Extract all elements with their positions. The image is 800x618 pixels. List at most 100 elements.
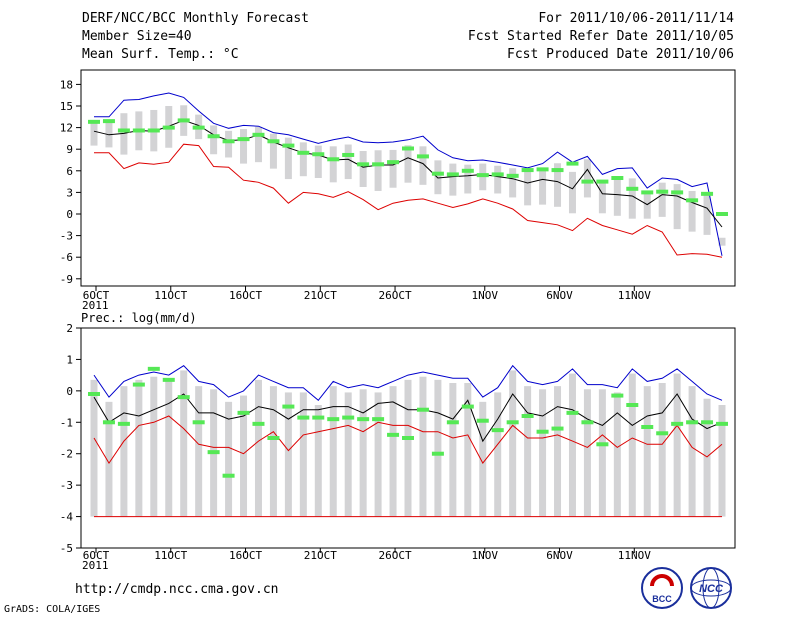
- panel2-observed-marker: [566, 410, 579, 415]
- panel1-ytick-label: -3: [60, 230, 73, 243]
- panel2-spread-box: [165, 379, 173, 517]
- panel1-max-line: [94, 92, 723, 256]
- panel2-observed-marker: [117, 421, 130, 426]
- panel1-spread-box: [344, 144, 352, 180]
- panel2-ytick-label: 0: [66, 385, 73, 398]
- panel2-observed-marker: [177, 395, 190, 400]
- panel1-xtick-label: 6OCT: [83, 289, 110, 302]
- panel2-min-line: [93, 415, 723, 465]
- panel2-observed-marker: [536, 429, 549, 434]
- panel2-title: Prec.: log(mm/d): [81, 311, 197, 325]
- panel1-observed-marker: [252, 132, 265, 137]
- panel1-ytick-label: 0: [66, 208, 73, 221]
- panel2-spread-box: [419, 376, 427, 517]
- panel2-spread-box: [105, 401, 113, 517]
- panel2-observed-marker: [402, 436, 414, 440]
- panel2-spread-box: [404, 379, 412, 517]
- panel2-xtick-label: 6NOV: [546, 549, 573, 562]
- panel1-observed-marker: [581, 179, 594, 184]
- panel1-ytick-label: 6: [66, 165, 73, 178]
- panel2-spread-box: [583, 389, 591, 517]
- panel1-ytick-label: -6: [60, 251, 73, 264]
- panel2-observed-marker: [686, 420, 699, 425]
- panel1-ytick-label: 12: [60, 122, 73, 135]
- panel2-ytick-label: -3: [60, 479, 73, 492]
- panel1-spread-box: [583, 159, 591, 198]
- panel2-mean-line: [93, 393, 723, 443]
- panel2-observed-marker: [626, 403, 639, 407]
- panel2-observed-marker: [387, 432, 400, 437]
- panel2-observed-marker: [88, 392, 100, 396]
- panel1-spread-box: [718, 237, 726, 246]
- panel2-spread-box: [554, 386, 562, 517]
- panel2-observed-marker: [327, 417, 340, 422]
- panel1-spread-box: [524, 171, 532, 206]
- panel1-observed-marker: [102, 119, 115, 124]
- panel2-spread-box: [703, 398, 711, 517]
- panel1-spread-box: [389, 149, 397, 188]
- bcc-logo-text: BCC: [652, 594, 672, 604]
- panel1-observed-marker: [192, 125, 205, 130]
- panel1-spread-box: [269, 133, 277, 169]
- panel1-xtick-label: 11OCT: [154, 289, 187, 302]
- panel2-spread-box: [195, 386, 203, 517]
- panel2-ytick-label: -4: [60, 511, 74, 524]
- panel1-observed-marker: [461, 168, 474, 173]
- panel1-spread-box: [374, 150, 382, 191]
- forecast-period: For 2011/10/06-2011/11/14: [538, 11, 734, 26]
- panel1-observed-marker: [282, 143, 295, 148]
- panel2-xtick-label: 21OCT: [304, 549, 337, 562]
- panel1-xtick-label: 21OCT: [304, 289, 337, 302]
- panel1-observed-marker: [222, 139, 235, 144]
- panel1-observed-marker: [342, 152, 355, 157]
- panel1-observed-marker: [327, 157, 340, 162]
- panel2-spread-box: [150, 376, 158, 517]
- panel1-observed-marker: [357, 162, 370, 167]
- panel2-xtick-label: 16OCT: [229, 549, 262, 562]
- panel2-ytick-label: 1: [66, 353, 73, 366]
- panel1-observed-marker: [491, 172, 504, 177]
- panel1-spread-box: [254, 126, 262, 163]
- panel2-spread-box: [509, 370, 517, 517]
- panel2-spread-box: [479, 401, 487, 517]
- panel1-spread-box: [613, 178, 621, 216]
- panel2-observed-marker: [491, 428, 504, 433]
- panel1-observed-marker: [551, 168, 564, 173]
- panel2-observed-marker: [581, 420, 594, 425]
- panel1-mean-line: [93, 119, 723, 228]
- panel2-observed-marker: [342, 415, 355, 420]
- panel2-observed-marker: [671, 421, 684, 426]
- source-url[interactable]: http://cmdp.ncc.cma.gov.cn: [75, 582, 279, 597]
- panel2-xtick-label: 11OCT: [154, 549, 187, 562]
- panel1-spread-box: [449, 163, 457, 196]
- grads-credit: GrADS: COLA/IGES: [4, 604, 101, 615]
- panel2-spread-box: [90, 379, 98, 517]
- started-refer-date: Fcst Started Refer Date 2011/10/05: [467, 29, 734, 44]
- panel1-spread-box: [90, 120, 98, 146]
- panel2-observed-marker: [596, 442, 609, 447]
- panel2-spread-box: [598, 389, 606, 517]
- panel1-spread-box: [464, 164, 472, 194]
- panel2-observed-marker: [237, 410, 250, 415]
- panel1-observed-marker: [387, 160, 400, 165]
- panel1-observed-marker: [536, 167, 549, 172]
- panel1-year-label: 2011: [82, 299, 109, 312]
- panel1-spread-box: [329, 146, 337, 183]
- produced-date: Fcst Produced Date 2011/10/06: [507, 47, 734, 62]
- panel2-spread-box: [494, 392, 502, 517]
- panel1-observed-marker: [611, 176, 624, 180]
- panel1-ytick-label: 18: [60, 78, 73, 91]
- panel1-spread-box: [314, 145, 322, 178]
- panel2-observed-marker: [252, 421, 265, 426]
- panel1-observed-marker: [402, 146, 414, 151]
- panel1-observed-marker: [431, 171, 444, 176]
- panel2-spread-box: [374, 392, 382, 517]
- panel2-spread-box: [180, 370, 188, 517]
- panel2-spread-box: [449, 383, 457, 517]
- panel2-xtick-label: 11NOV: [618, 549, 651, 562]
- panel1-spread-box: [628, 178, 636, 219]
- panel2-observed-marker: [372, 417, 385, 422]
- panel1-spread-box: [658, 182, 666, 217]
- panel2-observed-marker: [297, 415, 310, 420]
- panel2-year-label: 2011: [82, 559, 109, 572]
